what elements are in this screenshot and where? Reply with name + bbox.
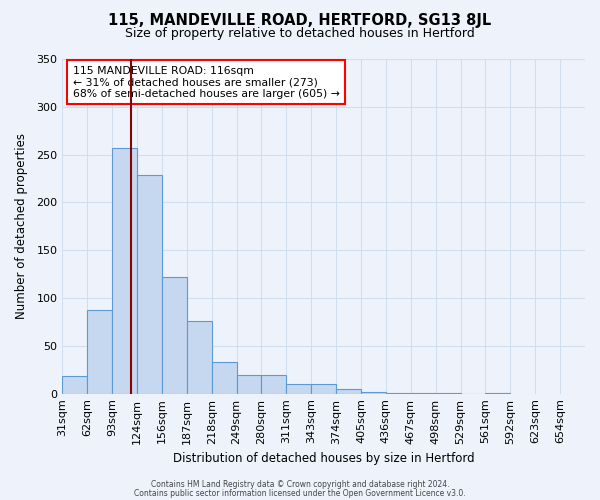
Bar (137, 174, 162, 394)
Bar (411, 392, 436, 394)
Text: 115, MANDEVILLE ROAD, HERTFORD, SG13 8JL: 115, MANDEVILLE ROAD, HERTFORD, SG13 8JL (109, 12, 491, 28)
Text: Size of property relative to detached houses in Hertford: Size of property relative to detached ho… (125, 28, 475, 40)
Bar (62, 376, 87, 394)
Bar (311, 384, 336, 394)
Text: Contains public sector information licensed under the Open Government Licence v3: Contains public sector information licen… (134, 488, 466, 498)
X-axis label: Distribution of detached houses by size in Hertford: Distribution of detached houses by size … (173, 452, 475, 465)
Bar (336, 389, 361, 394)
Bar (212, 362, 236, 394)
Text: Contains HM Land Registry data © Crown copyright and database right 2024.: Contains HM Land Registry data © Crown c… (151, 480, 449, 489)
Bar (187, 321, 212, 394)
Bar (286, 384, 311, 394)
Bar (112, 148, 137, 394)
Bar (262, 374, 286, 394)
Bar (87, 310, 112, 394)
Text: 115 MANDEVILLE ROAD: 116sqm
← 31% of detached houses are smaller (273)
68% of se: 115 MANDEVILLE ROAD: 116sqm ← 31% of det… (73, 66, 340, 99)
Bar (236, 374, 262, 394)
Bar (386, 392, 411, 394)
Bar (436, 392, 461, 394)
Bar (361, 392, 386, 394)
Bar (485, 392, 511, 394)
Y-axis label: Number of detached properties: Number of detached properties (15, 134, 28, 320)
Bar (162, 277, 187, 394)
